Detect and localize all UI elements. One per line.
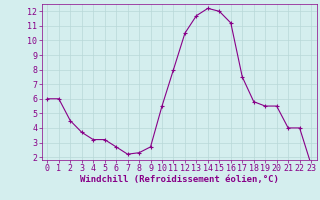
X-axis label: Windchill (Refroidissement éolien,°C): Windchill (Refroidissement éolien,°C) bbox=[80, 175, 279, 184]
